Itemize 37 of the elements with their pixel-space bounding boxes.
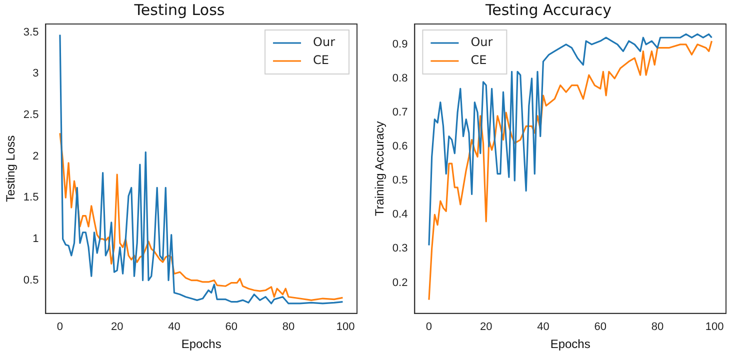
x-tick-label: 40	[168, 321, 180, 334]
legend-label: CE	[313, 53, 329, 68]
x-tick-label: 20	[110, 321, 124, 334]
y-axis-title: Training Accuracy	[372, 121, 387, 216]
legend-label: CE	[470, 53, 487, 68]
chart-title: Testing Loss	[133, 0, 225, 19]
x-tick-label: 0	[426, 321, 432, 334]
y-tick-label: 0.6	[392, 140, 408, 153]
y-tick-label: 2.5	[23, 108, 39, 121]
x-axis-title: Epochs	[550, 337, 590, 352]
x-tick-label: 80	[651, 321, 664, 334]
y-tick-label: 0.4	[392, 208, 408, 221]
y-tick-label: 1	[32, 233, 39, 246]
y-tick-label: 0.3	[392, 242, 408, 255]
legend-label: Our	[470, 35, 493, 50]
legend-label: Our	[313, 35, 336, 50]
x-tick-label: 100	[336, 321, 355, 334]
x-axis-title: Epochs	[181, 337, 222, 352]
y-tick-label: 0.2	[392, 276, 408, 289]
x-tick-label: 80	[282, 321, 295, 334]
chart-title: Testing Accuracy	[484, 0, 612, 19]
x-tick-label: 0	[56, 321, 64, 334]
x-tick-label: 60	[594, 321, 606, 334]
y-tick-label: 0.5	[392, 174, 408, 187]
x-tick-label: 40	[537, 321, 550, 334]
y-tick-label: 0.5	[23, 274, 39, 286]
y-tick-label: 0.9	[392, 38, 408, 50]
y-tick-label: 2	[32, 150, 39, 162]
y-tick-label: 3	[32, 68, 39, 80]
y-tick-label: 3.5	[23, 26, 39, 38]
y-axis-title: Testing Loss	[4, 135, 18, 202]
x-tick-label: 20	[480, 321, 492, 334]
x-tick-label: 60	[225, 321, 238, 334]
y-tick-label: 0.7	[392, 106, 408, 119]
y-tick-label: 0.8	[392, 72, 408, 85]
y-tick-label: 1.5	[23, 192, 39, 204]
x-tick-label: 100	[705, 321, 724, 334]
